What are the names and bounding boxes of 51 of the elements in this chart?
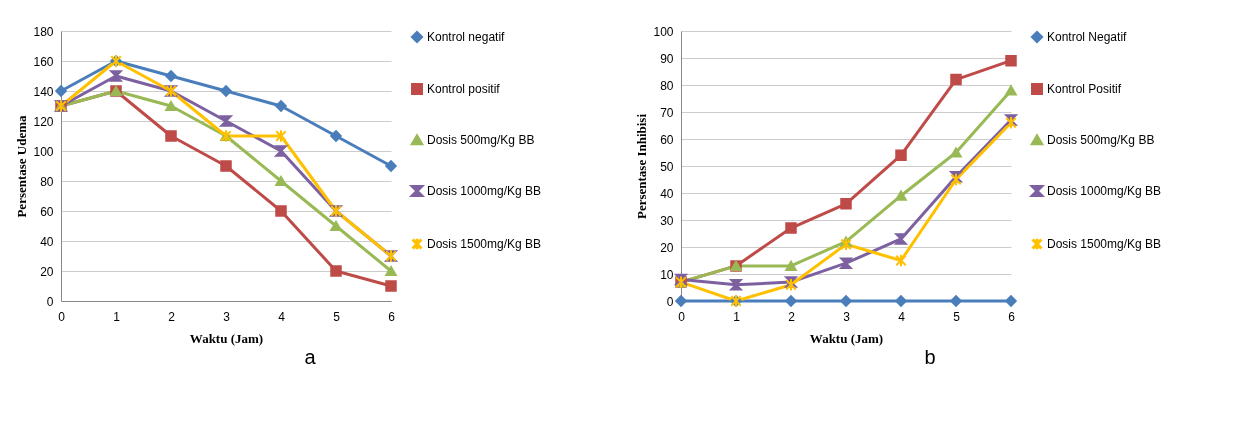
legend-label: Dosis 1000mg/Kg BB [1047,184,1162,198]
y-tick-label: 100 [33,144,54,159]
legend-label: Dosis 1500mg/Kg BB [427,237,542,251]
y-tick-label: 40 [40,234,54,249]
legend-label: Dosis 1000mg/Kg BB [427,184,542,198]
x-tick-label: 1 [733,309,741,324]
legend-label: Dosis 500mg/Kg BB [427,133,535,147]
y-tick-label: 60 [660,132,674,147]
legend-label: Dosis 1500mg/Kg BB [1047,237,1162,251]
y-tick-label: 30 [660,213,674,228]
x-tick-label: 5 [953,309,961,324]
x-tick-label: 6 [388,309,396,324]
text: a [303,346,317,369]
y-axis-title: Persentase Udema [14,114,30,218]
x-tick-label: 4 [278,309,286,324]
legend-label: Kontrol negatif [427,30,506,44]
legend-label: Kontrol Positif [1047,82,1122,96]
y-tick-label: 80 [40,174,54,189]
legend-label: Kontrol Negatif [1047,30,1128,44]
x-axis-title: Waktu (Jam) [189,330,264,346]
y-tick-label: 80 [660,78,674,93]
legend-label: Kontrol positif [427,82,501,96]
y-tick-label: 10 [660,267,674,282]
y-tick-label: 60 [40,204,54,219]
y-tick-label: 40 [660,186,674,201]
y-tick-label: 160 [33,54,54,69]
x-tick-label: 2 [788,309,796,324]
y-axis-title: Persentase Inhibisi [634,113,650,220]
x-tick-label: 3 [223,309,231,324]
x-tick-label: 6 [1008,309,1016,324]
legend-label: Dosis 500mg/Kg BB [1047,133,1155,147]
y-tick-label: 20 [660,240,674,255]
y-tick-label: 70 [660,105,674,120]
x-tick-label: 5 [333,309,341,324]
x-tick-label: 0 [678,309,686,324]
y-tick-label: 180 [33,24,54,39]
y-tick-label: 0 [46,294,54,309]
x-tick-label: 4 [898,309,906,324]
y-tick-label: 50 [660,159,674,174]
x-tick-label: 1 [113,309,121,324]
x-tick-label: 0 [58,309,66,324]
y-tick-label: 90 [660,51,674,66]
y-tick-label: 0 [666,294,674,309]
y-tick-label: 120 [33,114,54,129]
y-tick-label: 20 [40,264,54,279]
x-tick-label: 2 [168,309,176,324]
x-axis-title: Waktu (Jam) [809,330,884,346]
y-tick-label: 100 [653,24,674,39]
y-tick-label: 140 [33,84,54,99]
text: b [923,346,937,369]
x-tick-label: 3 [843,309,851,324]
